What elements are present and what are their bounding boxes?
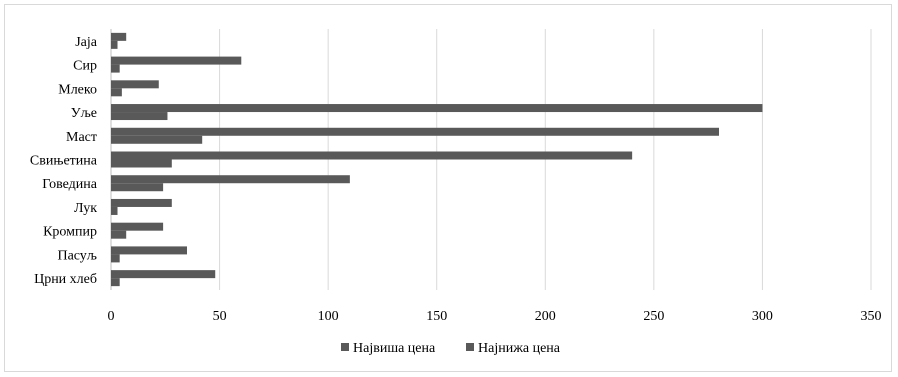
category-label: Пасуљ	[57, 248, 97, 263]
category-label: Говедина	[42, 177, 98, 192]
x-tick-labels: 0 50 100 150 200 250 300 350	[108, 309, 882, 324]
bar-highest-11	[111, 270, 216, 279]
x-tick-label-300: 300	[752, 309, 773, 324]
bar-highest-8	[111, 198, 172, 207]
bar-highest-3	[111, 80, 159, 89]
x-tick-label-0: 0	[108, 309, 115, 324]
x-tick-label-50: 50	[213, 309, 227, 324]
category-label: Јаја	[75, 35, 98, 50]
bar-highest-5	[111, 127, 719, 136]
category-label: Сир	[73, 59, 97, 74]
bar-lowest-9	[111, 230, 127, 239]
bar-lowest-2	[111, 64, 120, 73]
bar-highest-10	[111, 246, 187, 255]
legend-label-1: Највиша цена	[353, 341, 436, 356]
bar-lowest-3	[111, 88, 122, 97]
category-label: Црни хлеб	[34, 272, 97, 287]
category-label: Свињетина	[30, 154, 98, 169]
legend: Највиша цена Најнижа цена	[341, 341, 561, 356]
x-tick-label-200: 200	[535, 309, 556, 324]
category-label: Уље	[71, 106, 97, 121]
bar-lowest-4	[111, 112, 168, 121]
bar-lowest-8	[111, 206, 118, 215]
bar-lowest-10	[111, 254, 120, 263]
legend-swatch-1	[341, 343, 349, 351]
bar-highest-6	[111, 151, 633, 160]
legend-swatch-2	[466, 343, 474, 351]
bar-lowest-1	[111, 40, 118, 49]
category-label: Млеко	[58, 82, 97, 97]
bar-lowest-5	[111, 135, 203, 144]
category-labels: Јаја Сир Млеко Уље Маст Свињетина Говедина Лук К…	[30, 35, 98, 287]
bar-lowest-6	[111, 159, 172, 168]
x-tick-label-250: 250	[643, 309, 664, 324]
x-tick-label-350: 350	[861, 309, 882, 324]
category-label: Лук	[74, 201, 97, 216]
category-label: Маст	[66, 130, 97, 145]
bar-highest-7	[111, 175, 350, 184]
bar-highest-1	[111, 32, 127, 41]
bar-highest-9	[111, 222, 164, 231]
bar-lowest-11	[111, 278, 120, 287]
bar-highest-4	[111, 104, 763, 113]
bar-lowest-7	[111, 183, 164, 192]
bar-highest-2	[111, 56, 242, 65]
x-tick-label-150: 150	[426, 309, 447, 324]
x-tick-label-100: 100	[318, 309, 339, 324]
legend-label-2: Најнижа цена	[478, 341, 561, 356]
category-label: Кромпир	[43, 225, 97, 240]
bars	[111, 32, 763, 287]
